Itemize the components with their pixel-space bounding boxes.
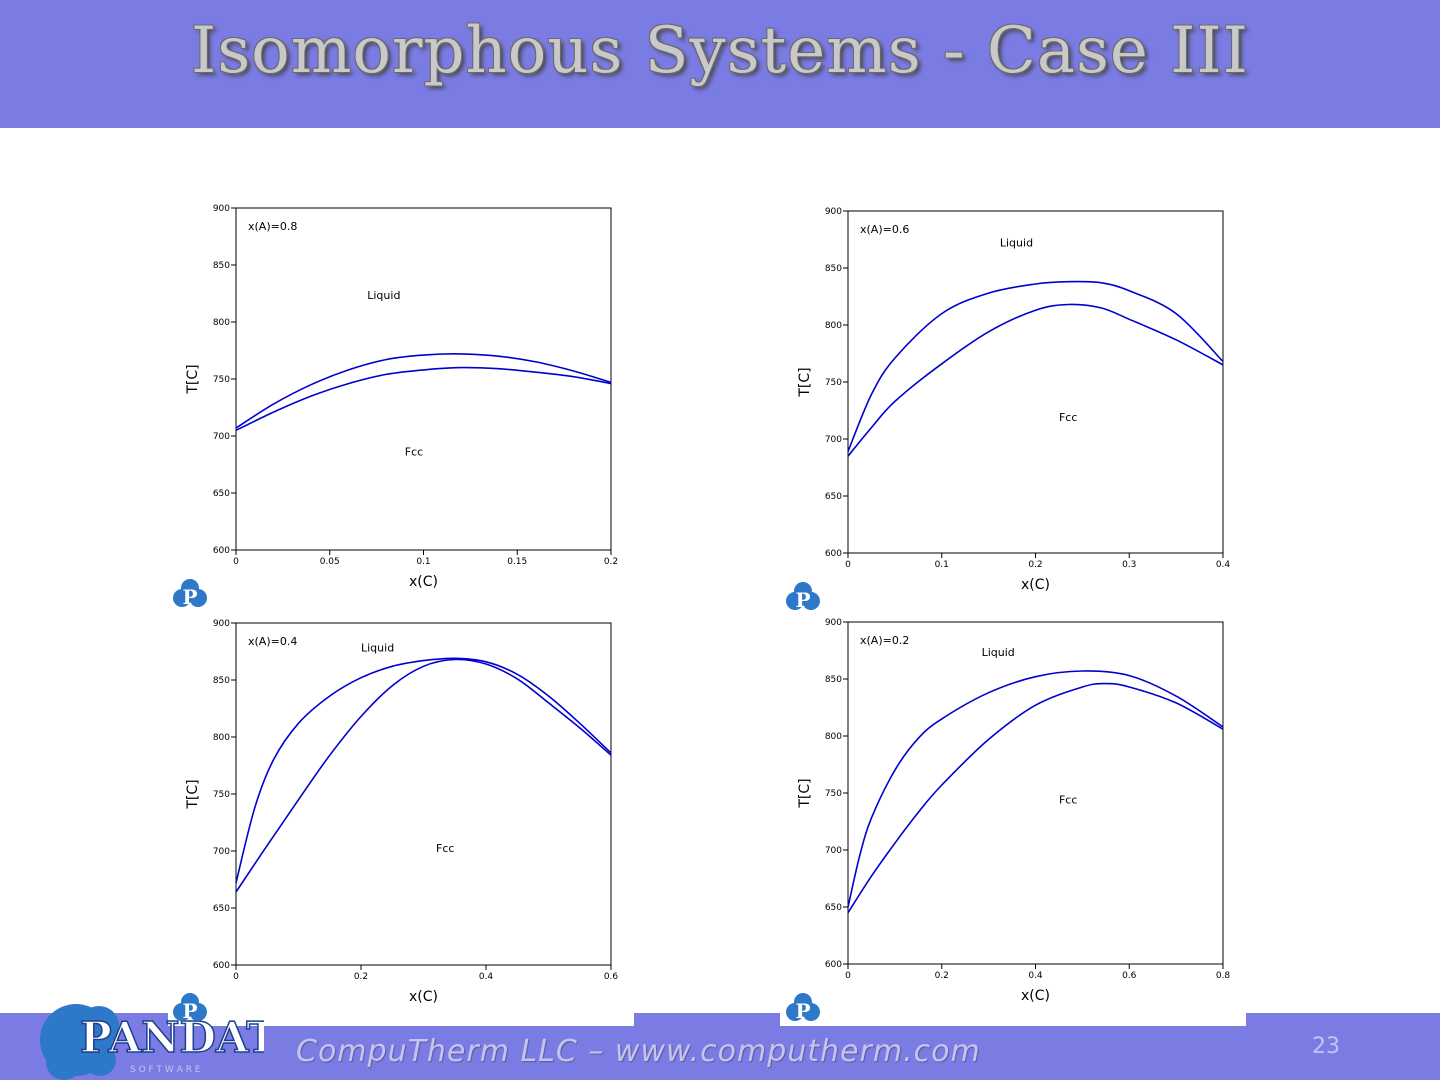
x-axis-label: x(C) — [1021, 577, 1050, 593]
solidus-curve — [235, 658, 612, 893]
liquidus-curve — [847, 670, 1224, 908]
y-tick-label: 700 — [825, 435, 842, 445]
y-axis-label: T[C] — [185, 779, 201, 809]
y-tick-label: 850 — [825, 675, 842, 685]
region-label-liquid: Liquid — [982, 646, 1015, 659]
liquidus-curve — [847, 280, 1224, 452]
x-tick-label: 0.2 — [604, 557, 618, 567]
liquidus-curve — [235, 657, 612, 884]
x-tick-label: 0 — [233, 557, 239, 567]
region-label-fcc: Fcc — [405, 445, 423, 458]
y-tick-label: 800 — [213, 318, 230, 328]
x-tick-label: 0 — [845, 971, 851, 981]
x-tick-label: 0.6 — [1122, 971, 1137, 981]
x-tick-label: 0.2 — [354, 972, 368, 982]
y-tick-label: 650 — [213, 904, 230, 914]
y-tick-label: 850 — [825, 264, 842, 274]
y-tick-label: 900 — [213, 204, 230, 214]
x-tick-label: 0.8 — [1216, 971, 1231, 981]
y-tick-label: 850 — [213, 676, 230, 686]
x-tick-label: 0.6 — [604, 972, 619, 982]
x-axis-label: x(C) — [1021, 988, 1050, 1004]
y-axis-label: T[C] — [797, 778, 813, 808]
logo-brand-text: PANDAT — [80, 1013, 264, 1062]
y-tick-label: 650 — [825, 492, 842, 502]
region-label-liquid: Liquid — [361, 642, 394, 655]
page-number: 23 — [1312, 1034, 1340, 1059]
solidus-curve — [847, 682, 1224, 914]
composition-annotation: x(A)=0.8 — [248, 220, 297, 233]
y-tick-label: 700 — [213, 847, 230, 857]
svg-text:P: P — [182, 999, 197, 1023]
y-tick-label: 750 — [825, 378, 842, 388]
x-tick-label: 0.2 — [1028, 560, 1042, 570]
y-tick-label: 850 — [213, 261, 230, 271]
y-tick-label: 700 — [213, 432, 230, 442]
pandat-small-logo-icon: P — [173, 579, 207, 609]
composition-annotation: x(A)=0.4 — [248, 635, 297, 648]
y-tick-label: 800 — [213, 733, 230, 743]
composition-annotation: x(A)=0.6 — [860, 223, 909, 236]
liquidus-curve — [235, 353, 612, 429]
x-tick-label: 0.4 — [1028, 971, 1043, 981]
x-tick-label: 0.2 — [935, 971, 949, 981]
x-tick-label: 0 — [233, 972, 239, 982]
y-tick-label: 650 — [213, 489, 230, 499]
y-tick-label: 800 — [825, 321, 842, 331]
y-tick-label: 600 — [825, 549, 842, 559]
y-tick-label: 600 — [213, 546, 230, 556]
y-tick-label: 900 — [825, 618, 842, 628]
y-axis-label: T[C] — [185, 364, 201, 394]
pandat-small-logo-icon: P — [173, 993, 207, 1023]
region-label-fcc: Fcc — [1059, 793, 1077, 806]
x-tick-label: 0.4 — [1216, 560, 1231, 570]
footer-white-panel-right — [780, 1000, 1246, 1026]
x-tick-label: 0 — [845, 560, 851, 570]
svg-text:P: P — [795, 588, 810, 612]
footer-company-text: CompuTherm LLC – www.computherm.com — [296, 1034, 981, 1069]
y-axis-label: T[C] — [797, 367, 813, 397]
y-tick-label: 750 — [213, 375, 230, 385]
region-label-fcc: Fcc — [436, 842, 454, 855]
logo-cloud-icon — [40, 1004, 119, 1080]
x-tick-label: 0.05 — [320, 557, 340, 567]
y-tick-label: 900 — [213, 619, 230, 629]
title-band — [0, 0, 1440, 128]
x-axis-label: x(C) — [409, 574, 438, 590]
x-tick-label: 0.3 — [1122, 560, 1136, 570]
y-tick-label: 750 — [213, 790, 230, 800]
x-axis-label: x(C) — [409, 989, 438, 1005]
y-tick-label: 600 — [825, 960, 842, 970]
solidus-curve — [235, 366, 612, 432]
plot-frame — [847, 621, 1224, 965]
y-tick-label: 750 — [825, 789, 842, 799]
y-tick-label: 900 — [825, 207, 842, 217]
svg-text:P: P — [795, 999, 810, 1023]
logo-tagline-text: S O F T W A R E — [130, 1065, 201, 1075]
y-tick-label: 700 — [825, 846, 842, 856]
region-label-liquid: Liquid — [1000, 236, 1033, 249]
x-tick-label: 0.1 — [935, 560, 949, 570]
region-label-fcc: Fcc — [1059, 411, 1077, 424]
composition-annotation: x(A)=0.2 — [860, 634, 909, 647]
footer-white-panel-left — [168, 1000, 634, 1026]
svg-text:P: P — [182, 585, 197, 609]
x-tick-label: 0.1 — [416, 557, 430, 567]
x-tick-label: 0.4 — [479, 972, 494, 982]
slide-title: Isomorphous Systems - Case III — [191, 14, 1249, 88]
region-label-liquid: Liquid — [367, 289, 400, 302]
y-tick-label: 800 — [825, 732, 842, 742]
pandat-logo: PANDAT S O F T W A R E — [40, 1004, 264, 1080]
solidus-curve — [847, 303, 1224, 457]
pandat-small-logo-icon: P — [786, 582, 820, 612]
pandat-small-logo-icon: P — [786, 993, 820, 1023]
x-tick-label: 0.15 — [507, 557, 527, 567]
y-tick-label: 600 — [213, 961, 230, 971]
y-tick-label: 650 — [825, 903, 842, 913]
